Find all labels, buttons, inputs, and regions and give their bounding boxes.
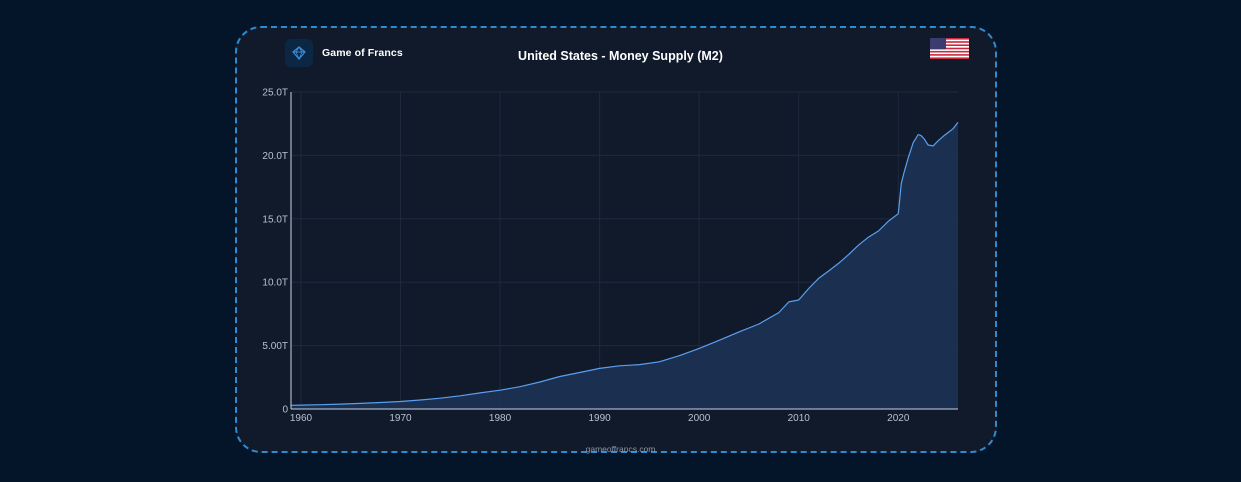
us-flag-icon	[930, 38, 969, 59]
y-tick-label: 5.00T	[262, 341, 288, 352]
x-tick-label: 2010	[788, 413, 811, 424]
chart-title: United States - Money Supply (M2)	[518, 49, 723, 63]
x-tick-label: 2020	[887, 413, 910, 424]
brand[interactable]: Game of Francs	[285, 38, 403, 68]
chart-axes	[290, 92, 958, 410]
footer-site: gameoffrancs.com	[585, 444, 656, 454]
game-of-francs-logo-icon	[285, 39, 313, 67]
series-line	[290, 122, 959, 406]
x-tick-label: 1980	[489, 413, 512, 424]
brand-name: Game of Francs	[322, 47, 403, 59]
y-tick-label: 25.0T	[262, 88, 288, 99]
x-tick-label: 2000	[688, 413, 711, 424]
y-tick-label: 10.0T	[262, 278, 288, 289]
y-axis-ticks: 0 5.00T 10.0T 15.0T 20.0T 25.0T	[262, 88, 288, 416]
x-tick-label: 1970	[389, 413, 412, 424]
chart-area-layer	[290, 122, 959, 410]
x-axis-ticks: 1960 1970 1980 1990 2000 2010 2020	[290, 413, 910, 424]
x-tick-label: 1990	[588, 413, 611, 424]
y-tick-label: 15.0T	[262, 214, 288, 225]
y-tick-label: 20.0T	[262, 151, 288, 162]
series-area-fill	[291, 122, 958, 410]
y-tick-label: 0	[282, 405, 288, 416]
x-tick-label: 1960	[290, 413, 313, 424]
